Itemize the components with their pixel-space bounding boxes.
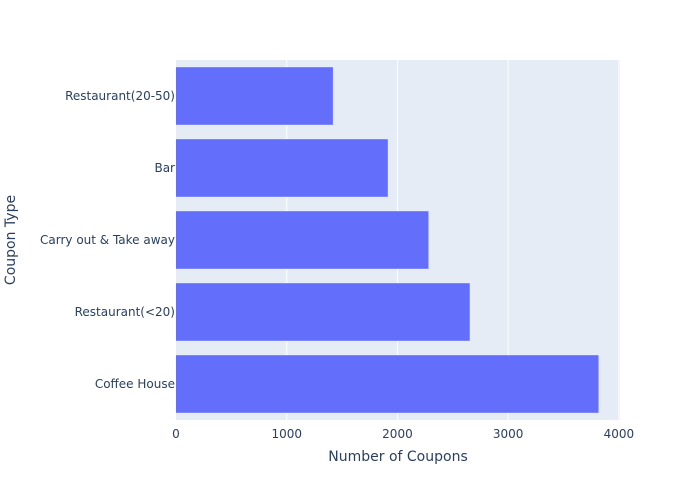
bar	[176, 355, 599, 413]
x-axis-title: Number of Coupons	[328, 449, 467, 465]
bar	[176, 139, 388, 197]
y-tick-label: Restaurant(20-50)	[65, 89, 175, 103]
x-axis-ticks: 0 1000 2000 3000 4000	[172, 427, 634, 441]
x-tick-label: 3000	[493, 427, 524, 441]
bar	[176, 67, 333, 125]
x-tick-label: 4000	[604, 427, 635, 441]
x-tick-label: 2000	[382, 427, 413, 441]
bar	[176, 283, 470, 341]
y-tick-label: Carry out & Take away	[40, 233, 175, 247]
y-tick-label: Restaurant(<20)	[75, 305, 175, 319]
y-axis-ticks: Coffee House Restaurant(<20) Carry out & T…	[40, 89, 175, 391]
y-axis-title: Coupon Type	[3, 195, 19, 285]
y-tick-label: Coffee House	[95, 377, 175, 391]
bar	[176, 211, 429, 269]
bars	[176, 67, 599, 413]
x-tick-label: 0	[172, 427, 180, 441]
y-tick-label: Bar	[154, 161, 175, 175]
x-tick-label: 1000	[271, 427, 302, 441]
